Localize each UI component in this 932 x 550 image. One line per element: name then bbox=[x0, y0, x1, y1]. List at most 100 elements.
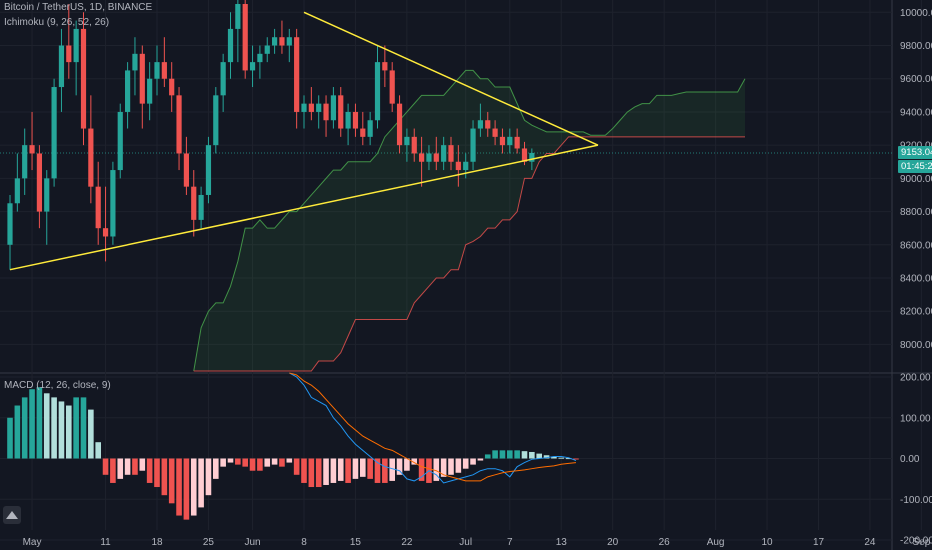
macd-histogram-bar bbox=[271, 458, 278, 465]
candle-body bbox=[7, 203, 13, 245]
macd-histogram-bar bbox=[323, 458, 329, 485]
ichimoku-cloud bbox=[193, 69, 746, 372]
candle-body bbox=[514, 136, 520, 149]
macd-histogram-bar bbox=[154, 458, 160, 488]
candle-body bbox=[110, 170, 116, 237]
time-tick-label: 24 bbox=[864, 537, 876, 548]
time-tick-label: Jun bbox=[244, 537, 260, 548]
macd-histogram-bar bbox=[198, 458, 204, 508]
candle-body bbox=[102, 228, 109, 237]
macd-histogram-bar bbox=[418, 458, 425, 481]
macd-histogram-bar bbox=[7, 417, 13, 459]
candle-body bbox=[191, 186, 197, 220]
time-tick-label: 10 bbox=[761, 537, 773, 548]
macd-tick-label: -200.00 bbox=[900, 536, 932, 547]
candle-body bbox=[499, 136, 506, 146]
price-tick-label: 10000.00 bbox=[900, 8, 932, 19]
candle-body bbox=[301, 103, 307, 112]
macd-histogram-bar bbox=[389, 458, 395, 481]
macd-histogram-bar bbox=[543, 455, 550, 459]
macd-histogram-bar bbox=[264, 458, 271, 467]
candle-body bbox=[22, 145, 28, 179]
time-tick-label: 15 bbox=[350, 537, 362, 548]
tradingview-logo-icon[interactable] bbox=[3, 506, 21, 524]
macd-histogram-bar bbox=[58, 401, 65, 459]
candle-body bbox=[374, 62, 381, 121]
candle-body bbox=[66, 45, 72, 63]
senkou-span-a bbox=[193, 69, 746, 372]
macd-histogram-bar bbox=[411, 458, 418, 465]
candle-body bbox=[433, 153, 439, 162]
macd-histogram-bar bbox=[551, 456, 557, 459]
candle-body bbox=[125, 70, 131, 112]
time-tick-label: 25 bbox=[203, 537, 215, 548]
candle-body bbox=[29, 145, 35, 154]
time-tick-label: 7 bbox=[507, 537, 513, 548]
candle-body bbox=[426, 153, 432, 162]
candle-body bbox=[176, 95, 182, 154]
candle-body bbox=[345, 111, 351, 129]
macd-tick-label: 100.00 bbox=[900, 413, 931, 424]
macd-histogram-bar bbox=[367, 458, 373, 479]
price-tick-label: 8000.00 bbox=[900, 340, 932, 351]
macd-histogram-bar bbox=[249, 458, 256, 471]
candle-body bbox=[227, 28, 234, 63]
trendlines[interactable] bbox=[9, 11, 599, 271]
candle-body bbox=[352, 111, 359, 129]
candle-body bbox=[323, 103, 329, 121]
macd-histogram-bar bbox=[102, 458, 109, 475]
candle-body bbox=[249, 62, 256, 71]
candle-body bbox=[51, 87, 57, 179]
macd-histogram-bar bbox=[462, 458, 469, 469]
time-tick-label: 18 bbox=[151, 537, 163, 548]
time-tick-label: 22 bbox=[401, 537, 413, 548]
macd-histogram-bar bbox=[529, 451, 535, 459]
macd-pane bbox=[7, 372, 579, 520]
candle-body bbox=[169, 78, 175, 96]
candle-body bbox=[139, 53, 145, 104]
time-tick-label: Aug bbox=[707, 537, 725, 548]
candle-body bbox=[272, 37, 278, 46]
macd-tick-label: 200.00 bbox=[900, 373, 931, 384]
macd-histogram-bar bbox=[448, 458, 454, 475]
time-tick-label: Jul bbox=[459, 537, 472, 548]
price-tick-label: 8400.00 bbox=[900, 274, 932, 285]
macd-histogram-bar bbox=[132, 458, 138, 475]
macd-legend[interactable]: MACD (12, 26, close, 9) bbox=[4, 380, 111, 391]
candle-body bbox=[235, 4, 241, 29]
macd-histogram-bar bbox=[286, 458, 293, 463]
price-tick-label: 9400.00 bbox=[900, 107, 932, 118]
time-tick-label: May bbox=[23, 537, 42, 548]
macd-histogram-bar bbox=[565, 458, 572, 460]
macd-histogram-bar bbox=[161, 458, 168, 496]
countdown-tag: 01:45:23 bbox=[898, 160, 932, 173]
macd-histogram-bar bbox=[88, 409, 94, 459]
price-tick-label: 9600.00 bbox=[900, 74, 932, 85]
candle-body bbox=[521, 148, 528, 162]
candle-body bbox=[264, 45, 270, 54]
candle-body bbox=[477, 120, 483, 129]
symbol-title[interactable]: Bitcoin / TetherUS, 1D, BINANCE bbox=[4, 2, 153, 13]
macd-histogram-bar bbox=[43, 393, 50, 459]
macd-histogram-bar bbox=[536, 453, 542, 459]
price-tick-label: 8800.00 bbox=[900, 207, 932, 218]
macd-histogram-bar bbox=[235, 458, 241, 465]
time-tick-label: 17 bbox=[813, 537, 825, 548]
candle-body bbox=[316, 103, 322, 112]
candle-body bbox=[396, 103, 403, 146]
macd-histogram-bar bbox=[573, 458, 579, 460]
candle-body bbox=[441, 145, 447, 162]
macd-histogram-bar bbox=[477, 458, 484, 461]
candle-body bbox=[507, 136, 513, 146]
macd-histogram-bar bbox=[293, 458, 300, 475]
macd-histogram-bar bbox=[499, 450, 506, 459]
time-tick-label: 11 bbox=[100, 537, 111, 548]
candle-body bbox=[411, 136, 417, 154]
ichimoku-legend[interactable]: Ichimoku (9, 26, 52, 26) bbox=[4, 17, 110, 28]
candle-body bbox=[220, 62, 226, 96]
macd-tick-label: 0.00 bbox=[900, 454, 920, 465]
candle-body bbox=[36, 153, 42, 212]
candlestick-series bbox=[7, 0, 535, 270]
time-tick-label: 8 bbox=[301, 537, 307, 548]
